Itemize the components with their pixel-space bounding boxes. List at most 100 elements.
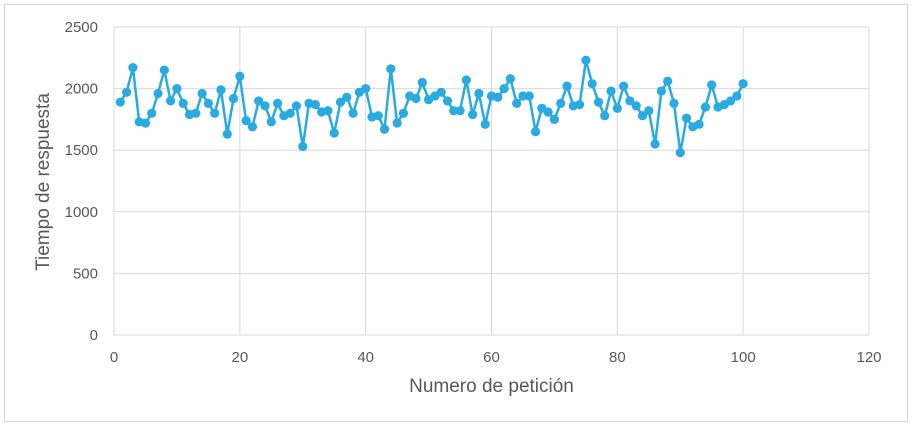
x-tick-label: 40 — [357, 349, 374, 366]
data-point — [587, 79, 597, 89]
data-point — [342, 92, 352, 102]
data-point — [216, 85, 226, 95]
data-point — [442, 96, 453, 106]
data-point — [669, 98, 679, 108]
data-point — [549, 114, 560, 124]
data-point — [518, 91, 528, 101]
data-point — [166, 96, 176, 106]
data-point — [625, 96, 635, 106]
data-point — [530, 127, 541, 137]
data-point — [480, 119, 490, 129]
x-axis-title: Numero de petición — [409, 376, 574, 397]
data-point — [379, 124, 390, 134]
data-point — [348, 108, 358, 118]
data-point — [436, 87, 446, 97]
data-point — [191, 108, 201, 118]
data-point — [121, 87, 132, 97]
data-point — [574, 100, 585, 110]
data-point — [581, 55, 591, 65]
data-point — [637, 111, 648, 121]
tick-labels: 0 500 1000 1500 2000 2500 0 20 40 60 80 100 120 — [65, 19, 882, 366]
data-point — [512, 98, 522, 108]
data-point — [650, 139, 660, 149]
x-tick-label: 120 — [856, 349, 881, 366]
data-point — [700, 102, 711, 112]
gridlines — [113, 26, 870, 336]
x-tick-label: 80 — [609, 349, 626, 366]
data-point — [159, 65, 169, 75]
x-tick-label: 100 — [731, 349, 756, 366]
data-point — [725, 96, 736, 106]
data-point — [468, 109, 478, 120]
data-point — [732, 91, 742, 101]
data-point — [556, 98, 566, 108]
data-point — [455, 106, 465, 116]
data-point — [197, 88, 207, 99]
data-point — [272, 98, 283, 108]
data-point — [499, 84, 509, 94]
data-point — [461, 75, 471, 85]
chart-area — [4, 4, 908, 422]
data-point — [254, 96, 264, 106]
y-tick-label: 500 — [73, 265, 98, 282]
data-point — [398, 108, 409, 118]
data-point — [619, 81, 629, 91]
data-point — [543, 107, 553, 117]
data-point — [675, 148, 685, 158]
y-tick-label: 1500 — [65, 142, 98, 159]
data-point — [738, 79, 748, 89]
data-point — [335, 97, 346, 107]
plot-area — [115, 55, 748, 158]
data-point — [373, 111, 383, 121]
data-point — [298, 141, 308, 152]
data-point — [392, 118, 402, 128]
y-tick-label: 2500 — [65, 19, 98, 36]
data-point — [241, 116, 251, 126]
data-point — [524, 91, 534, 101]
data-point — [210, 108, 220, 118]
data-point — [631, 101, 641, 111]
data-point — [266, 117, 276, 127]
data-point — [153, 88, 163, 99]
data-point — [235, 71, 245, 81]
x-tick-label: 0 — [110, 349, 118, 366]
data-point — [203, 98, 213, 108]
data-point — [600, 111, 610, 121]
data-point — [644, 106, 654, 116]
y-tick-label: 0 — [90, 327, 98, 344]
data-point — [474, 88, 484, 99]
data-point — [310, 100, 320, 110]
data-point — [285, 108, 295, 118]
data-point — [178, 98, 188, 108]
data-point — [291, 101, 302, 111]
data-point — [449, 106, 459, 116]
data-point — [228, 93, 239, 104]
x-tick-label: 60 — [483, 349, 500, 366]
y-tick-label: 2000 — [65, 81, 98, 98]
data-point — [505, 74, 515, 84]
data-point — [329, 128, 339, 138]
data-point — [493, 92, 503, 102]
data-point — [411, 93, 421, 104]
x-tick-label: 20 — [231, 349, 248, 366]
data-point — [115, 97, 125, 107]
y-tick-label: 1000 — [65, 204, 98, 221]
data-point — [707, 80, 717, 90]
data-point — [172, 84, 182, 94]
data-point — [323, 106, 333, 116]
data-point — [147, 108, 157, 118]
data-point — [361, 84, 371, 94]
data-point — [386, 64, 396, 74]
y-axis-title: Tiempo de respuesta — [33, 93, 54, 271]
data-point — [128, 63, 138, 73]
data-point — [656, 86, 666, 96]
data-point — [694, 119, 704, 129]
data-point — [247, 122, 258, 132]
data-point — [612, 103, 622, 113]
data-point — [222, 129, 232, 139]
data-point — [593, 97, 604, 107]
data-point — [417, 77, 427, 88]
data-point — [140, 118, 151, 128]
data-point — [681, 113, 692, 123]
